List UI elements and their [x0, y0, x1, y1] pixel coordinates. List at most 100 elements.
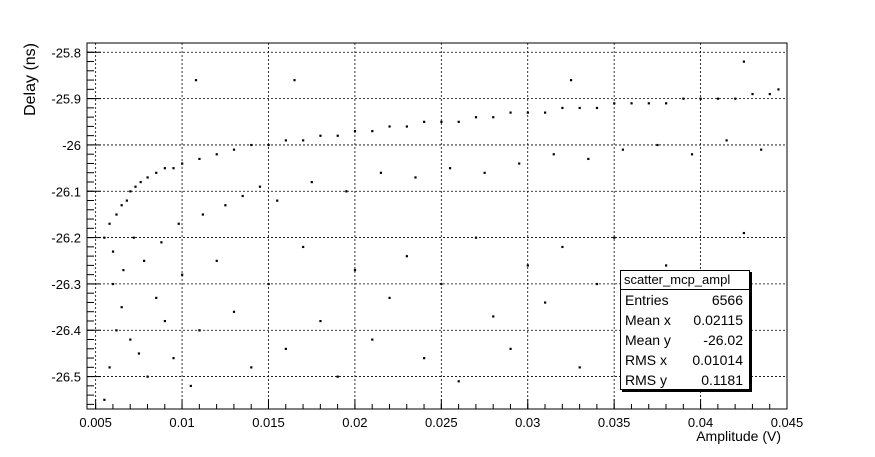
- data-point: [621, 148, 625, 151]
- data-point: [146, 375, 149, 378]
- data-point: [569, 79, 573, 82]
- data-point: [483, 171, 486, 174]
- stats-row-entries: Entries 6566: [621, 290, 749, 310]
- data-point: [371, 338, 374, 341]
- data-point: [768, 92, 771, 96]
- data-point: [742, 60, 745, 63]
- stats-value: 6566: [711, 292, 743, 308]
- y-axis-label: Delay (ns): [22, 43, 39, 116]
- x-tick-label: 0.01: [169, 415, 194, 430]
- stats-value: 0.01014: [692, 352, 743, 368]
- data-point: [189, 384, 192, 388]
- data-point: [405, 125, 408, 128]
- data-point: [474, 236, 478, 239]
- data-point: [440, 282, 443, 286]
- y-tick-label: -25.9: [51, 92, 81, 107]
- y-tick-label: -26.4: [51, 323, 81, 338]
- y-tick-label: -26.2: [51, 231, 81, 246]
- data-point: [163, 167, 166, 170]
- data-point: [302, 139, 305, 142]
- stats-label: Mean x: [625, 312, 671, 328]
- data-point: [414, 176, 417, 179]
- data-point: [388, 125, 391, 128]
- x-tick-labels: 0.005 0.01 0.015 0.02 0.025 0.03 0.035 0.04 0.04…: [79, 415, 803, 430]
- data-point: [656, 143, 659, 147]
- data-point: [232, 148, 236, 151]
- data-point: [134, 185, 137, 188]
- data-point: [250, 143, 253, 147]
- data-point: [457, 120, 460, 123]
- data-point: [448, 167, 452, 170]
- x-tick-label: 0.005: [79, 415, 112, 430]
- x-tick-label: 0.03: [515, 415, 540, 430]
- stats-value: -26.02: [703, 332, 743, 348]
- data-point: [665, 102, 668, 105]
- data-point: [526, 111, 529, 114]
- data-point: [111, 282, 115, 286]
- data-point: [371, 130, 374, 133]
- stats-row-rms-y: RMS y 0.1181: [621, 370, 749, 390]
- data-point: [760, 148, 763, 151]
- data-point: [474, 116, 478, 119]
- axis-ticks: [87, 42, 788, 409]
- data-point: [172, 357, 175, 360]
- data-point: [690, 153, 694, 156]
- data-point: [509, 347, 512, 350]
- data-point: [595, 282, 599, 286]
- data-point: [224, 204, 227, 207]
- data-point: [194, 79, 198, 82]
- data-point: [578, 106, 581, 110]
- data-point: [139, 180, 142, 184]
- y-tick-label: -26.3: [51, 277, 81, 292]
- data-point: [423, 357, 426, 360]
- data-point: [336, 375, 339, 378]
- data-point: [725, 139, 728, 142]
- data-point: [699, 97, 702, 100]
- data-point: [734, 97, 737, 100]
- data-point: [120, 306, 123, 309]
- stats-label: RMS y: [625, 372, 667, 388]
- data-point: [115, 329, 118, 332]
- stats-row-mean-y: Mean y -26.02: [621, 330, 749, 350]
- data-point: [172, 167, 175, 170]
- x-axis-label: Amplitude (V): [696, 428, 781, 444]
- data-point: [561, 245, 564, 249]
- data-point: [457, 380, 460, 383]
- data-point: [129, 190, 132, 193]
- data-point: [742, 231, 745, 235]
- data-point: [509, 111, 512, 114]
- data-point: [578, 366, 581, 369]
- data-point: [111, 250, 115, 253]
- stats-value: 0.1181: [701, 372, 743, 388]
- data-point: [492, 315, 495, 318]
- data-point: [345, 190, 348, 193]
- data-point: [310, 180, 313, 184]
- stats-value: 0.02115: [693, 312, 743, 328]
- data-point: [103, 398, 106, 401]
- data-point: [232, 310, 236, 313]
- data-point: [405, 255, 408, 258]
- stats-row-mean-x: Mean x 0.02115: [621, 310, 749, 330]
- data-point: [241, 194, 244, 198]
- data-point: [379, 171, 383, 174]
- data-point: [777, 88, 780, 91]
- data-point: [146, 176, 149, 179]
- data-point: [518, 162, 521, 165]
- data-point: [613, 102, 616, 105]
- stats-label: Mean y: [625, 332, 671, 348]
- data-point: [215, 153, 218, 156]
- data-point: [595, 106, 599, 110]
- data-point: [181, 162, 184, 165]
- data-point: [544, 111, 547, 114]
- data-point: [250, 366, 253, 369]
- y-tick-label: -26.1: [51, 184, 81, 199]
- data-point: [319, 134, 322, 137]
- data-point: [267, 282, 270, 286]
- data-point: [492, 116, 495, 119]
- data-point: [284, 347, 287, 350]
- data-point: [108, 366, 111, 369]
- data-point: [155, 296, 158, 300]
- data-point: [665, 264, 668, 267]
